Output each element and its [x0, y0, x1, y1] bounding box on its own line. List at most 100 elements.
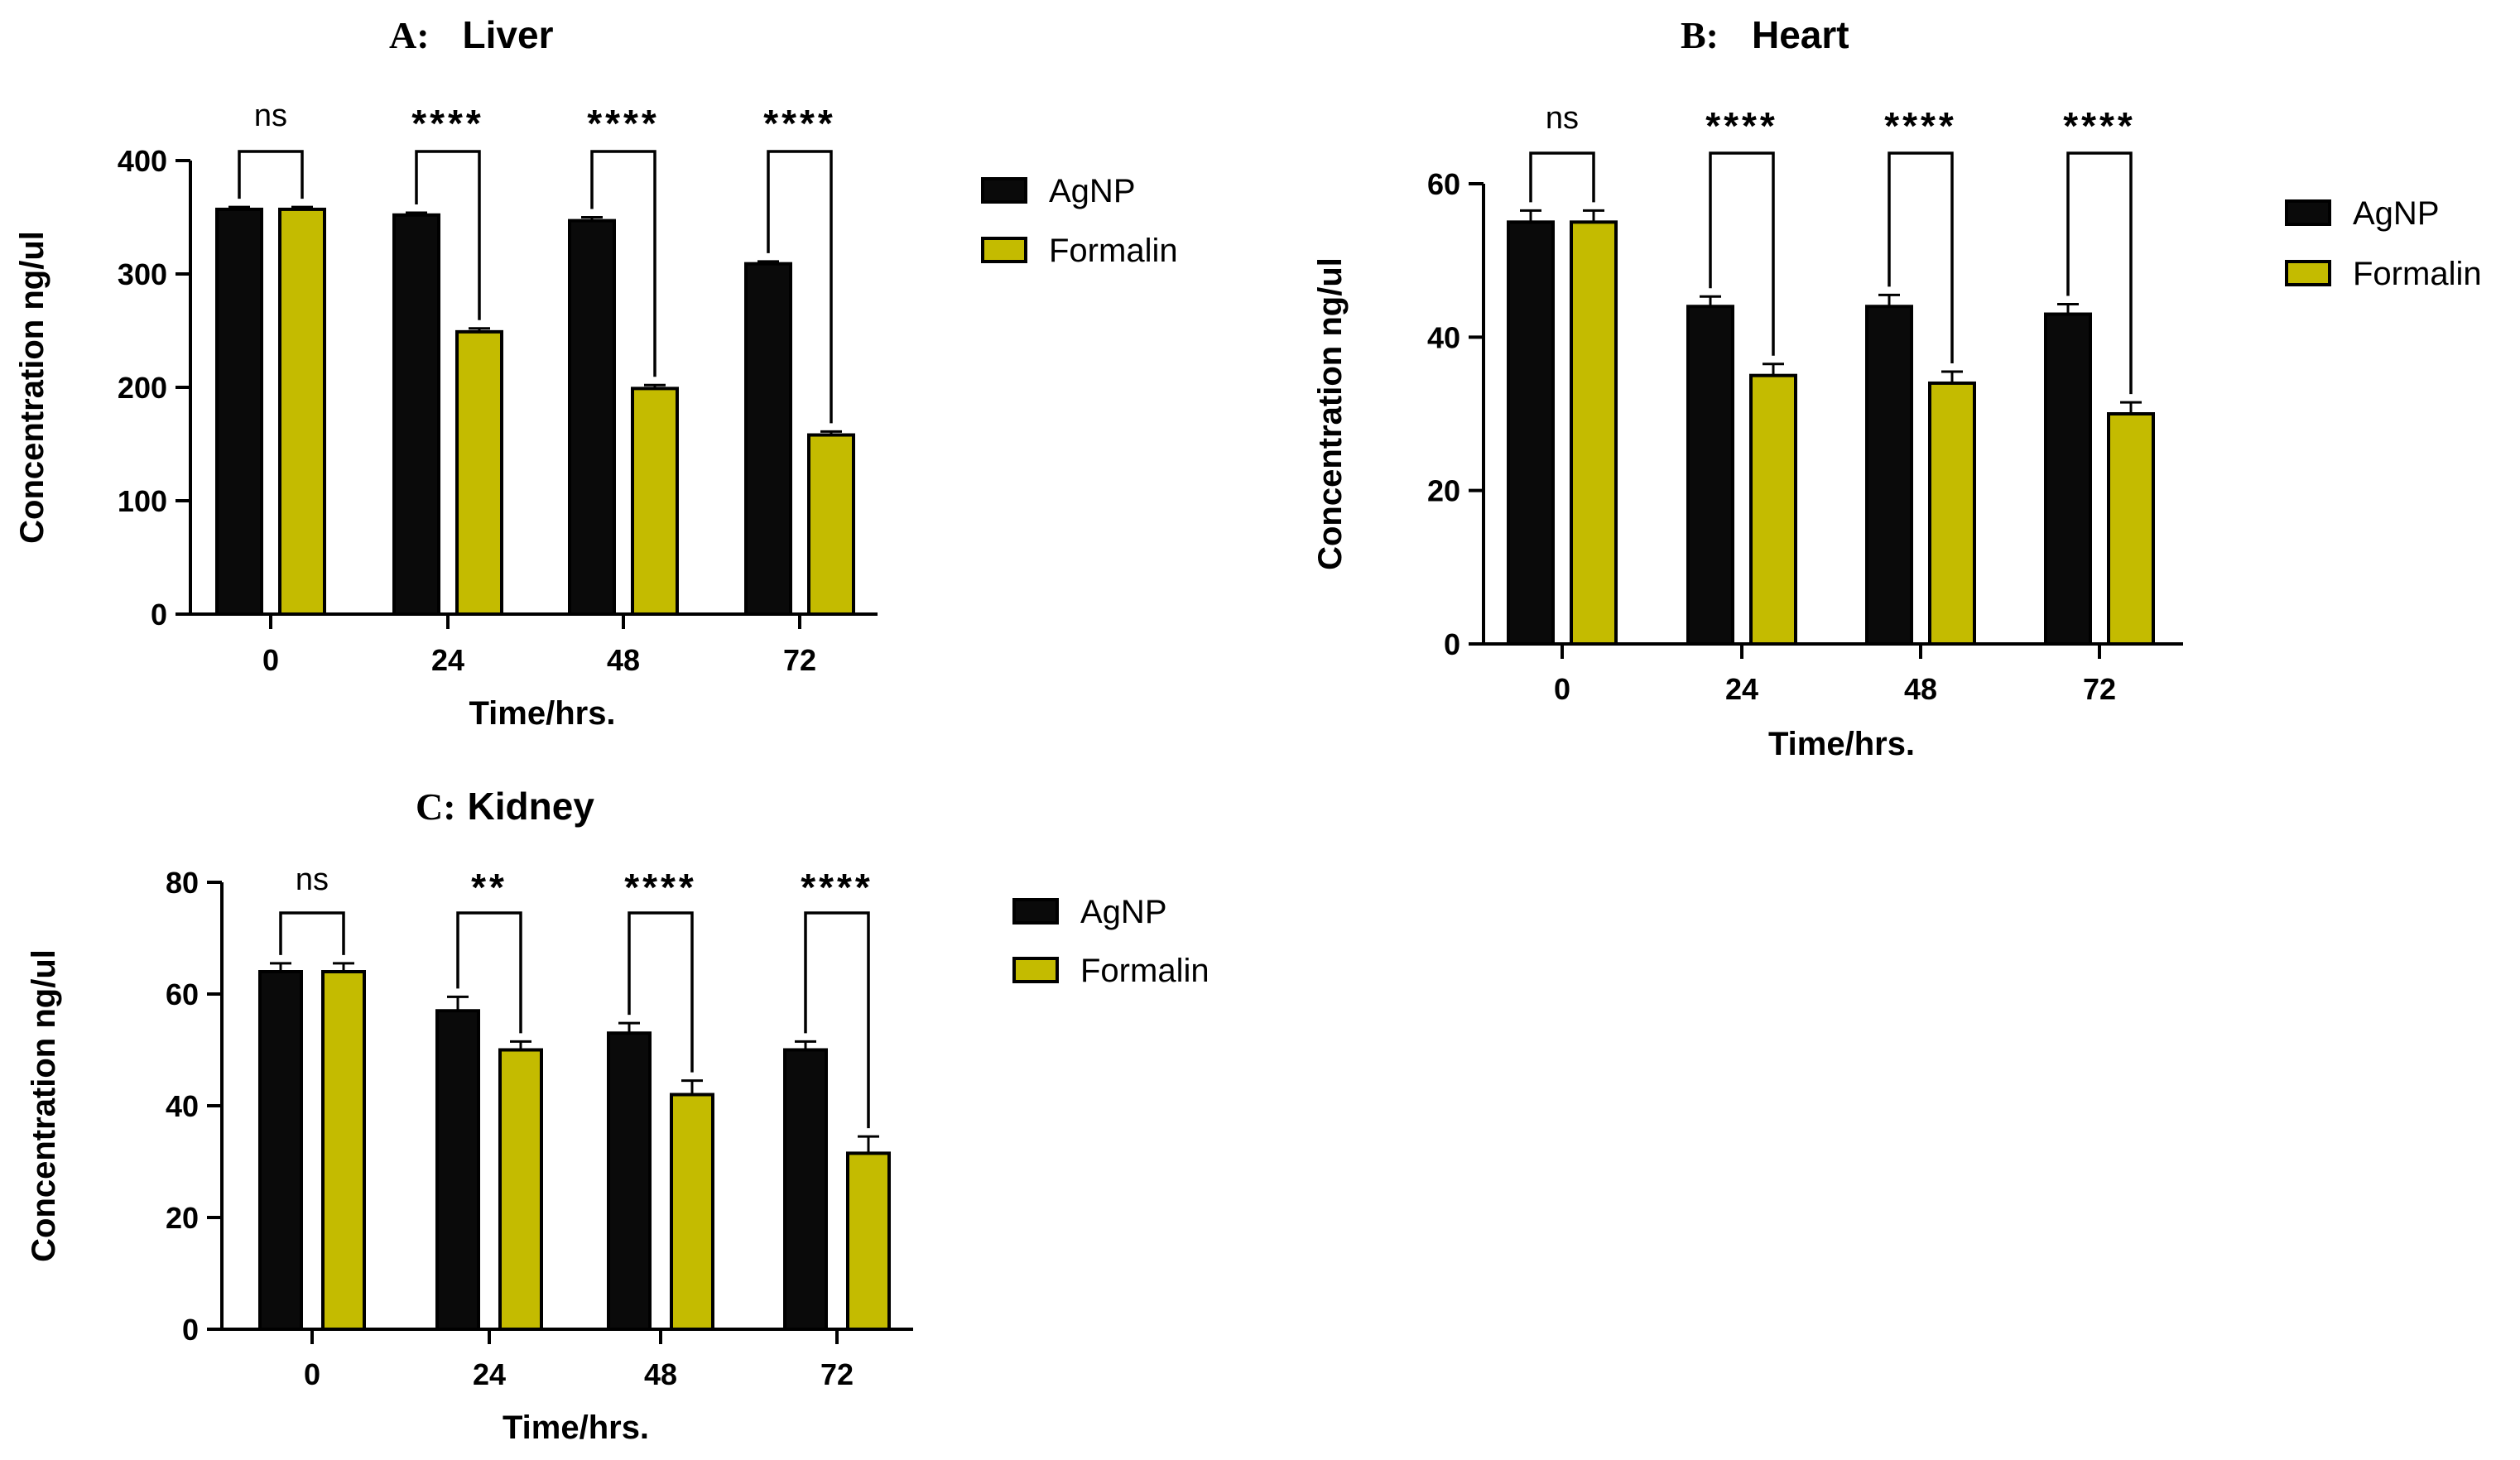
x-tick-label: 72 [2083, 672, 2116, 706]
significance-bracket [804, 911, 870, 1129]
x-axis-label: Time/hrs. [503, 1410, 649, 1446]
y-tick-label: 300 [118, 257, 167, 291]
x-tick-label: 0 [262, 643, 279, 677]
significance-label: **** [1884, 104, 1957, 147]
significance-label: ** [471, 866, 507, 909]
significance-bracket [2066, 151, 2133, 395]
bar-formalin-24 [1749, 373, 1797, 646]
legend-label-agnp: AgNP [1049, 173, 1136, 209]
y-tick-label: 0 [1444, 627, 1460, 661]
legend-swatch-agnp [1012, 898, 1059, 925]
y-tick-label: 0 [151, 598, 167, 632]
bar-formalin-72 [807, 433, 855, 616]
y-tick-label: 60 [166, 977, 199, 1011]
panel-title-text: Heart [1752, 13, 1849, 56]
significance-bracket [456, 911, 522, 1034]
significance-label: ns [296, 862, 329, 897]
bar-agnp-72 [2044, 312, 2092, 646]
panel-title-text: Liver [463, 13, 554, 56]
legend-label-formalin: Formalin [1080, 953, 1210, 989]
bar-formalin-72 [846, 1151, 891, 1331]
legend-swatch-formalin [1012, 957, 1059, 983]
legend-swatch-agnp [981, 177, 1027, 204]
bar-formalin-24 [455, 329, 503, 616]
panel-kidney: C: Kidney 0 20 40 60 80 Concentration ng/ul Time… [26, 785, 1210, 1446]
panel-label: B: [1681, 14, 1719, 56]
significance-label: ns [254, 98, 287, 133]
x-tick-label: 24 [1725, 672, 1758, 706]
y-tick-label: 40 [1427, 320, 1460, 354]
bar-formalin-48 [1928, 381, 1976, 646]
bar-agnp-48 [568, 219, 616, 616]
x-axis-label: Time/hrs. [1768, 726, 1915, 762]
y-tick-label: 80 [166, 866, 199, 900]
legend-swatch-agnp [2285, 199, 2331, 226]
panel-label: A: [389, 14, 430, 56]
significance-label: **** [587, 102, 660, 145]
y-axis-label: Concentration ng/ul [1312, 257, 1349, 570]
bar-formalin-48 [631, 387, 679, 616]
legend-label-agnp: AgNP [1080, 894, 1167, 930]
bar-agnp-0 [215, 207, 263, 616]
significance-label: **** [763, 102, 836, 145]
panel-title: C: Kidney [416, 785, 594, 828]
significance-bracket [238, 150, 304, 199]
significance-label: **** [801, 866, 873, 909]
bar-formalin-0 [278, 207, 326, 616]
significance-bracket [415, 150, 481, 320]
significance-bracket [1709, 151, 1775, 356]
y-tick-label: 0 [182, 1313, 199, 1347]
significance-label: **** [2063, 104, 2136, 147]
significance-bracket [590, 150, 656, 377]
x-tick-label: 72 [820, 1357, 854, 1391]
x-tick-label: 24 [431, 643, 464, 677]
significance-label: ns [1546, 101, 1579, 136]
panel-title-text: Kidney [468, 785, 595, 828]
legend: AgNP Formalin [1012, 894, 1210, 989]
bar-agnp-24 [1686, 305, 1734, 646]
x-tick-label: 72 [783, 643, 816, 677]
significance-bracket [279, 911, 345, 955]
x-tick-label: 48 [607, 643, 640, 677]
significance-label: **** [411, 102, 484, 145]
legend: AgNP Formalin [2285, 195, 2482, 292]
bar-agnp-24 [435, 1009, 480, 1331]
bar-formalin-0 [1570, 220, 1618, 646]
significance-label: **** [1705, 104, 1778, 147]
y-tick-label: 40 [166, 1089, 199, 1123]
significance-bracket [628, 911, 694, 1073]
x-tick-label: 48 [644, 1357, 677, 1391]
y-tick-label: 200 [118, 371, 167, 405]
y-axis-label: Concentration ng/ul [26, 949, 62, 1262]
panel-liver: A: Liver 0 100 200 300 400 Concentration ng/ul T… [14, 13, 1178, 732]
y-tick-label: 20 [1427, 474, 1460, 508]
bar-agnp-0 [258, 970, 303, 1331]
bar-formalin-48 [670, 1093, 714, 1331]
panel-label: C: [416, 785, 456, 828]
significance-bracket [1529, 151, 1595, 203]
bar-agnp-24 [392, 213, 440, 616]
legend: AgNP Formalin [981, 173, 1178, 269]
bar-formalin-24 [498, 1048, 543, 1331]
x-axis-label: Time/hrs. [469, 695, 615, 732]
y-tick-label: 20 [166, 1201, 199, 1235]
significance-label: **** [624, 866, 697, 909]
significance-bracket [1888, 151, 1954, 364]
y-tick-label: 100 [118, 484, 167, 518]
y-tick-label: 400 [118, 144, 167, 178]
x-tick-label: 24 [473, 1357, 506, 1391]
bar-agnp-0 [1507, 220, 1555, 646]
legend-swatch-formalin [981, 237, 1027, 263]
legend-label-formalin: Formalin [2353, 256, 2482, 292]
y-tick-label: 60 [1427, 167, 1460, 201]
bar-formalin-72 [2107, 412, 2155, 646]
legend-label-formalin: Formalin [1049, 233, 1178, 269]
bar-agnp-48 [607, 1031, 652, 1331]
panel-heart: B: Heart 0 20 40 60 Concentration ng/ul Time/hr… [1312, 13, 2482, 762]
x-tick-label: 0 [304, 1357, 320, 1391]
panel-title: B: Heart [1681, 13, 1849, 56]
bar-agnp-72 [744, 262, 792, 616]
legend-label-agnp: AgNP [2353, 195, 2440, 232]
